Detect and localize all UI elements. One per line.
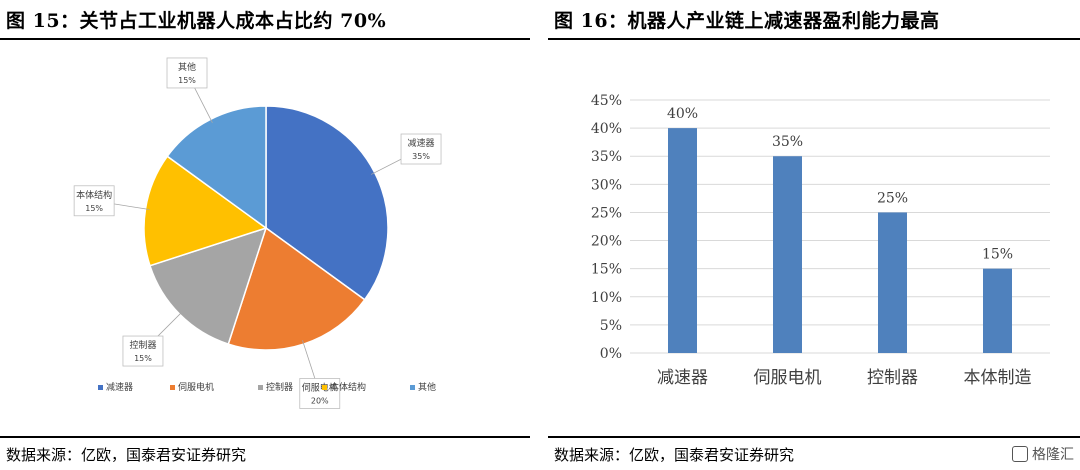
bar-ytick-label-1: 5%	[600, 318, 622, 334]
bar-value-label-2: 25%	[877, 190, 908, 206]
pie-label-category-1: 伺服电机	[302, 381, 338, 393]
pie-data-label-4: 其他 15%	[166, 57, 208, 89]
pie-label-category-2: 控制器	[129, 339, 156, 351]
bar-ytick-label-3: 15%	[591, 262, 622, 278]
pie-data-label-1: 伺服电机 20%	[299, 378, 341, 409]
right-figure-panel: 图 16：机器人产业链上减速器盈利能力最高 0% 5% 10% 15% 20% 25% 30…	[548, 0, 1080, 470]
pie-label-category-0: 减速器	[408, 137, 435, 149]
pie-data-label-3: 本体结构 15%	[73, 185, 115, 217]
bar-ytick-label-6: 30%	[591, 177, 622, 193]
bar-value-label-1: 35%	[772, 134, 803, 150]
pie-legend-item-3: 本体结构	[322, 381, 366, 393]
pie-legend-label-3: 本体结构	[330, 381, 366, 393]
right-source-note: 数据来源：亿欧，国泰君安证券研究	[554, 446, 795, 464]
right-top-rule	[548, 38, 1080, 40]
right-bottom-rule	[548, 436, 1080, 438]
right-figure-title: 图 16：机器人产业链上减速器盈利能力最高	[554, 10, 940, 32]
pie-legend-swatch-3	[322, 385, 327, 390]
bar-chart: 0% 5% 10% 15% 20% 25% 30% 35% 40% 45% 40% 减速器 35% 伺服电…	[591, 93, 1050, 388]
watermark-text: 格隆汇	[1032, 447, 1074, 463]
left-bottom-rule	[0, 436, 530, 438]
bar-0	[668, 128, 697, 353]
pie-label-value-2: 15%	[134, 354, 152, 363]
pie-label-category-3: 本体结构	[76, 189, 112, 201]
bar-value-label-3: 15%	[982, 247, 1013, 263]
bar-ytick-label-5: 25%	[591, 205, 622, 221]
pie-legend-swatch-4	[410, 385, 415, 390]
left-source-note: 数据来源：亿欧，国泰君安证券研究	[6, 446, 247, 464]
pie-label-value-3: 15%	[85, 204, 103, 213]
bar-category-label-0: 减速器	[657, 368, 708, 388]
bar-ytick-label-4: 20%	[591, 234, 622, 250]
bar-category-label-1: 伺服电机	[754, 368, 822, 388]
pie-legend-item-2: 控制器	[258, 381, 293, 393]
pie-legend-item-4: 其他	[410, 381, 436, 393]
watermark: 格隆汇	[1012, 444, 1074, 464]
bar-1	[773, 156, 802, 353]
bar-ytick-label-8: 40%	[591, 121, 622, 137]
pie-legend-swatch-0	[98, 385, 103, 390]
pie-data-label-2: 控制器 15%	[122, 335, 164, 367]
pie-legend-label-0: 减速器	[106, 381, 133, 393]
pie-legend-swatch-2	[258, 385, 263, 390]
watermark-logo-icon	[1012, 446, 1028, 462]
pie-legend-label-1: 伺服电机	[178, 381, 214, 393]
bar-ytick-label-7: 35%	[591, 149, 622, 165]
pie-legend-item-1: 伺服电机	[170, 381, 214, 393]
bar-value-label-0: 40%	[667, 106, 698, 122]
pie-legend-item-0: 减速器	[98, 381, 133, 393]
pie-data-label-0: 减速器 35%	[400, 133, 442, 165]
pie-label-category-4: 其他	[178, 61, 196, 73]
pie-label-value-1: 20%	[311, 396, 329, 405]
left-top-rule	[0, 38, 530, 40]
pie-legend-label-2: 控制器	[266, 381, 293, 393]
bar-2	[878, 212, 907, 353]
left-figure-title: 图 15：关节占工业机器人成本占比约 70%	[6, 10, 387, 32]
pie-legend-swatch-1	[170, 385, 175, 390]
left-figure-panel: 图 15：关节占工业机器人成本占比约 70% 减速器 35% 伺服电机 20% 控制器 1…	[0, 0, 530, 470]
bar-ytick-label-9: 45%	[591, 93, 622, 109]
bar-ytick-label-0: 0%	[600, 346, 622, 362]
bar-category-label-2: 控制器	[867, 368, 918, 388]
bar-ytick-label-2: 10%	[591, 290, 622, 306]
bar-category-label-3: 本体制造	[964, 368, 1032, 388]
bar-3	[983, 268, 1012, 353]
pie-label-value-4: 15%	[178, 76, 196, 85]
pie-legend-label-4: 其他	[418, 381, 436, 393]
pie-label-value-0: 35%	[412, 152, 430, 161]
